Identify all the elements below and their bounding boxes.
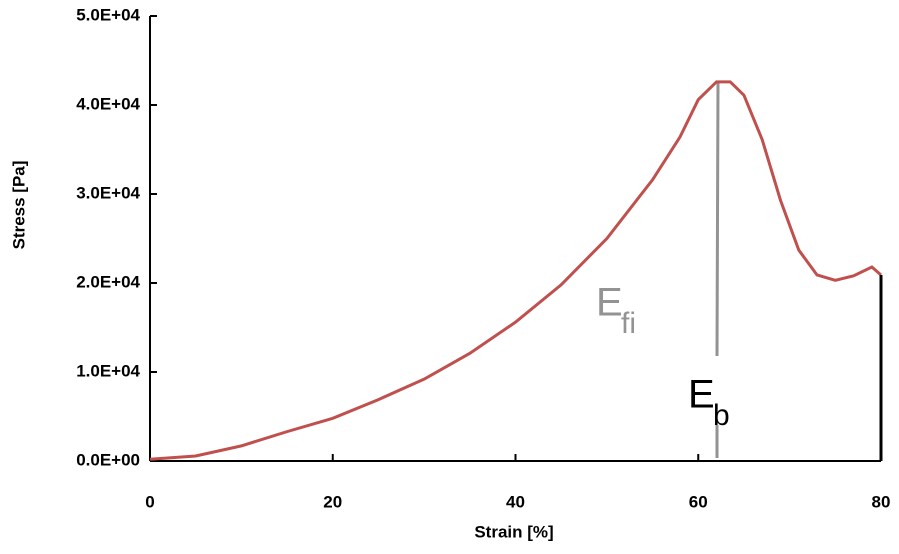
annotation-subscript: b [713, 399, 730, 432]
y-tick-label: 5.0E+04 [76, 5, 140, 24]
annotation: E [596, 281, 623, 325]
y-tick-label: 1.0E+04 [76, 361, 140, 380]
annotation-subscript: fi [621, 307, 636, 340]
annotation: E [688, 373, 715, 417]
x-tick-label: 40 [506, 492, 525, 511]
x-tick-label: 0 [145, 492, 154, 511]
y-tick-label: 4.0E+04 [76, 94, 140, 113]
y-tick-label: 2.0E+04 [76, 272, 140, 291]
x-tick-label: 80 [872, 492, 891, 511]
y-axis-label: Stress [Pa] [9, 161, 28, 250]
y-tick-label: 3.0E+04 [76, 183, 140, 202]
data-line [149, 80, 882, 461]
fi-marker-line [715, 81, 720, 357]
x-tick-label: 60 [689, 492, 708, 511]
y-tick-label: 0.0E+00 [76, 450, 140, 469]
x-axis-label: Strain [%] [474, 522, 553, 541]
x-tick-label: 20 [323, 492, 342, 511]
